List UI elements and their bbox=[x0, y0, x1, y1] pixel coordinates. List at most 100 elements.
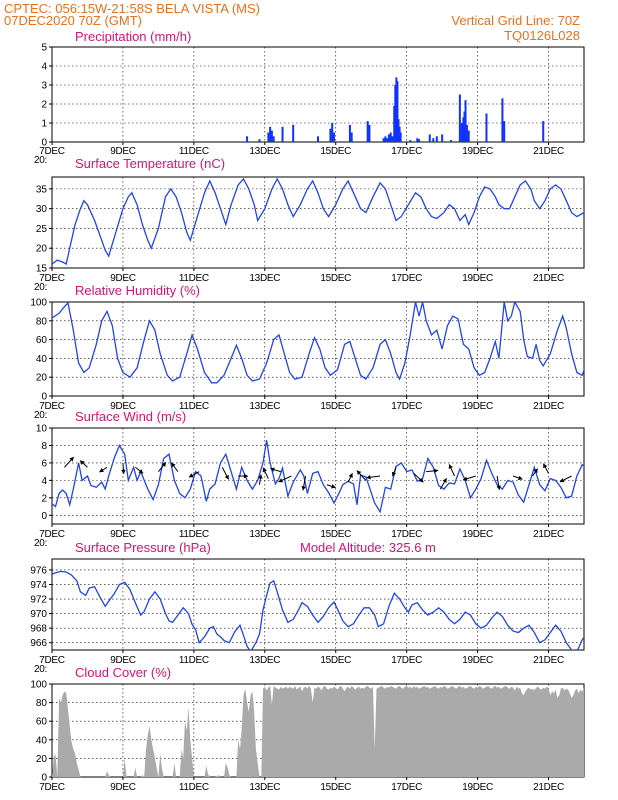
wind-panel: 0 2 4 6 8 10 7DEC 9DEC 11DEC 13DEC 15DEC 17DEC 19DEC… bbox=[34, 409, 585, 549]
rh-ytick-label: 40 bbox=[36, 354, 48, 365]
cloud-ytick-label: 0 bbox=[41, 773, 47, 784]
pres-xtick-label: 11DEC bbox=[179, 655, 209, 666]
rh-xtick-label: 11DEC bbox=[179, 401, 209, 412]
rh-xtick-label: 7DEC bbox=[39, 401, 65, 412]
precip-bar bbox=[542, 121, 545, 142]
rh-xtick-label: 9DEC bbox=[110, 401, 136, 412]
header-station: CPTEC: 056:15W-21:58S BELA VISTA (MS) bbox=[4, 1, 260, 16]
precip-bar bbox=[382, 138, 385, 142]
precip-bar bbox=[428, 134, 431, 142]
rh-title: Relative Humidity (%) bbox=[75, 283, 200, 298]
wind-arrow-head bbox=[442, 478, 447, 483]
cloud-ytick-label: 60 bbox=[36, 717, 48, 728]
precip-bar bbox=[386, 138, 389, 142]
precip-bar bbox=[458, 94, 461, 142]
cloud-cover-area bbox=[52, 685, 584, 777]
wind-arrow-head bbox=[301, 486, 306, 491]
wind-arrow-head bbox=[366, 474, 371, 480]
precip-bar bbox=[246, 136, 249, 142]
wind-arrow-head bbox=[270, 467, 275, 472]
pres-title: Surface Pressure (hPa) bbox=[75, 540, 211, 555]
cloud-xtick-label: 21DEC bbox=[533, 782, 564, 793]
wind-arrow-head bbox=[517, 475, 523, 481]
pres-xtick-label: 15DEC bbox=[320, 655, 351, 666]
pres-ytick-label: 970 bbox=[30, 609, 47, 620]
pres-frame bbox=[51, 558, 585, 651]
precip-bar bbox=[350, 132, 353, 142]
wind-arrow-head bbox=[331, 484, 336, 489]
pres-xtick-label: 7DEC bbox=[39, 655, 65, 666]
precip-bar bbox=[467, 130, 470, 142]
pres-panel: 966 968 970 972 974 976 7DEC 9DEC 11DEC 13DEC 15DE… bbox=[30, 540, 585, 675]
precip-bar bbox=[389, 132, 392, 142]
wind-arrow-head bbox=[262, 467, 267, 473]
wind-xtick-label: 15DEC bbox=[320, 529, 351, 540]
precip-stray-label: 20: bbox=[34, 155, 47, 166]
precip-bar bbox=[270, 130, 273, 142]
precip-ytick-label: 0 bbox=[41, 138, 47, 149]
rh-ytick-label: 0 bbox=[41, 392, 47, 403]
rh-panel: 0 20 40 60 80 100 7DEC 9DEC 11DEC 13DEC 15DEC 17DEC… bbox=[30, 283, 585, 421]
cloud-ytick-label: 80 bbox=[36, 698, 48, 709]
precip-bar bbox=[366, 121, 369, 142]
precip-bar bbox=[393, 105, 396, 142]
precip-xtick-label: 19DEC bbox=[462, 146, 493, 157]
header-date: 07DEC2020 70Z (GMT) bbox=[4, 13, 142, 28]
precip-bar bbox=[272, 136, 275, 142]
rh-xtick-label: 21DEC bbox=[533, 401, 564, 412]
temp-data bbox=[52, 177, 584, 265]
wind-arrow-head bbox=[161, 462, 166, 467]
precip-bar bbox=[462, 117, 465, 142]
precip-ytick-label: 1 bbox=[41, 119, 47, 130]
wind-xtick-label: 19DEC bbox=[462, 529, 493, 540]
precip-bar bbox=[281, 126, 284, 142]
precip-xtick-label: 13DEC bbox=[249, 146, 280, 157]
precip-title: Precipitation (mm/h) bbox=[75, 29, 191, 44]
temp-ytick-label: 15 bbox=[36, 264, 48, 275]
precip-bar bbox=[399, 132, 402, 142]
precip-xtick-label: 21DEC bbox=[533, 146, 564, 157]
precip-ytick-label: 4 bbox=[41, 62, 47, 73]
precip-bar bbox=[464, 100, 467, 142]
wind-arrow-head bbox=[391, 471, 397, 477]
temp-panel: 15 20 25 30 35 7DEC 9DEC 11DEC 13DEC 15DEC 17DEC 19… bbox=[34, 156, 585, 293]
cloud-ytick-label: 20 bbox=[36, 754, 48, 765]
temp-xtick-label: 11DEC bbox=[179, 273, 209, 284]
precip-bar bbox=[450, 140, 452, 142]
temp-series-line bbox=[52, 177, 584, 265]
cloud-xtick-label: 7DEC bbox=[39, 782, 65, 793]
wind-ytick-label: 4 bbox=[41, 476, 47, 487]
wind-ytick-label: 8 bbox=[41, 441, 47, 452]
rh-xtick-label: 17DEC bbox=[391, 401, 422, 412]
precip-bar bbox=[418, 139, 421, 142]
wind-xtick-label: 13DEC bbox=[249, 529, 280, 540]
temp-ytick-label: 35 bbox=[36, 184, 48, 195]
precip-bar bbox=[395, 77, 398, 142]
precip-bar bbox=[348, 124, 351, 142]
rh-xtick-label: 19DEC bbox=[462, 401, 493, 412]
rh-stray-label: 20: bbox=[34, 410, 47, 421]
panels: 0 1 2 3 4 5 7DEC 9DEC 11DEC 13DEC 15DEC 17DEC 19DEC 2… bbox=[30, 29, 585, 793]
pres-xtick-label: 13DEC bbox=[249, 655, 280, 666]
precip-ytick-label: 5 bbox=[41, 43, 47, 54]
precip-bar bbox=[331, 123, 334, 142]
wind-arrow-head bbox=[188, 473, 194, 478]
wind-arrow-head bbox=[80, 460, 85, 465]
precip-xtick-label: 17DEC bbox=[391, 146, 422, 157]
wind-arrow-head bbox=[243, 473, 248, 479]
temp-xtick-label: 9DEC bbox=[110, 273, 136, 284]
precip-xtick-label: 7DEC bbox=[39, 146, 65, 157]
pres-data bbox=[52, 570, 584, 650]
precip-xtick-label: 15DEC bbox=[320, 146, 351, 157]
temp-xtick-label: 17DEC bbox=[391, 273, 422, 284]
wind-arrow-head bbox=[496, 485, 502, 490]
precip-ytick-label: 2 bbox=[41, 100, 47, 111]
precip-bar bbox=[391, 136, 394, 142]
wind-ytick-label: 6 bbox=[41, 458, 47, 469]
wind-arrow-head bbox=[258, 474, 263, 479]
wind-arrow-head bbox=[224, 474, 229, 480]
rh-xtick-label: 15DEC bbox=[320, 401, 351, 412]
pres-series-line bbox=[52, 570, 584, 650]
wind-arrow-head bbox=[559, 478, 565, 483]
precip-bar bbox=[267, 132, 270, 142]
